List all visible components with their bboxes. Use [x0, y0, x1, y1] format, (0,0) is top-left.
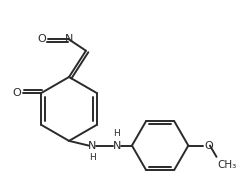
Text: O: O	[38, 34, 46, 44]
Text: CH₃: CH₃	[217, 160, 237, 170]
Text: O: O	[12, 88, 21, 98]
Text: H: H	[89, 153, 96, 162]
Text: H: H	[114, 129, 120, 138]
Text: O: O	[204, 141, 213, 151]
Text: N: N	[88, 141, 97, 151]
Text: N: N	[113, 141, 121, 151]
Text: N: N	[65, 34, 73, 44]
